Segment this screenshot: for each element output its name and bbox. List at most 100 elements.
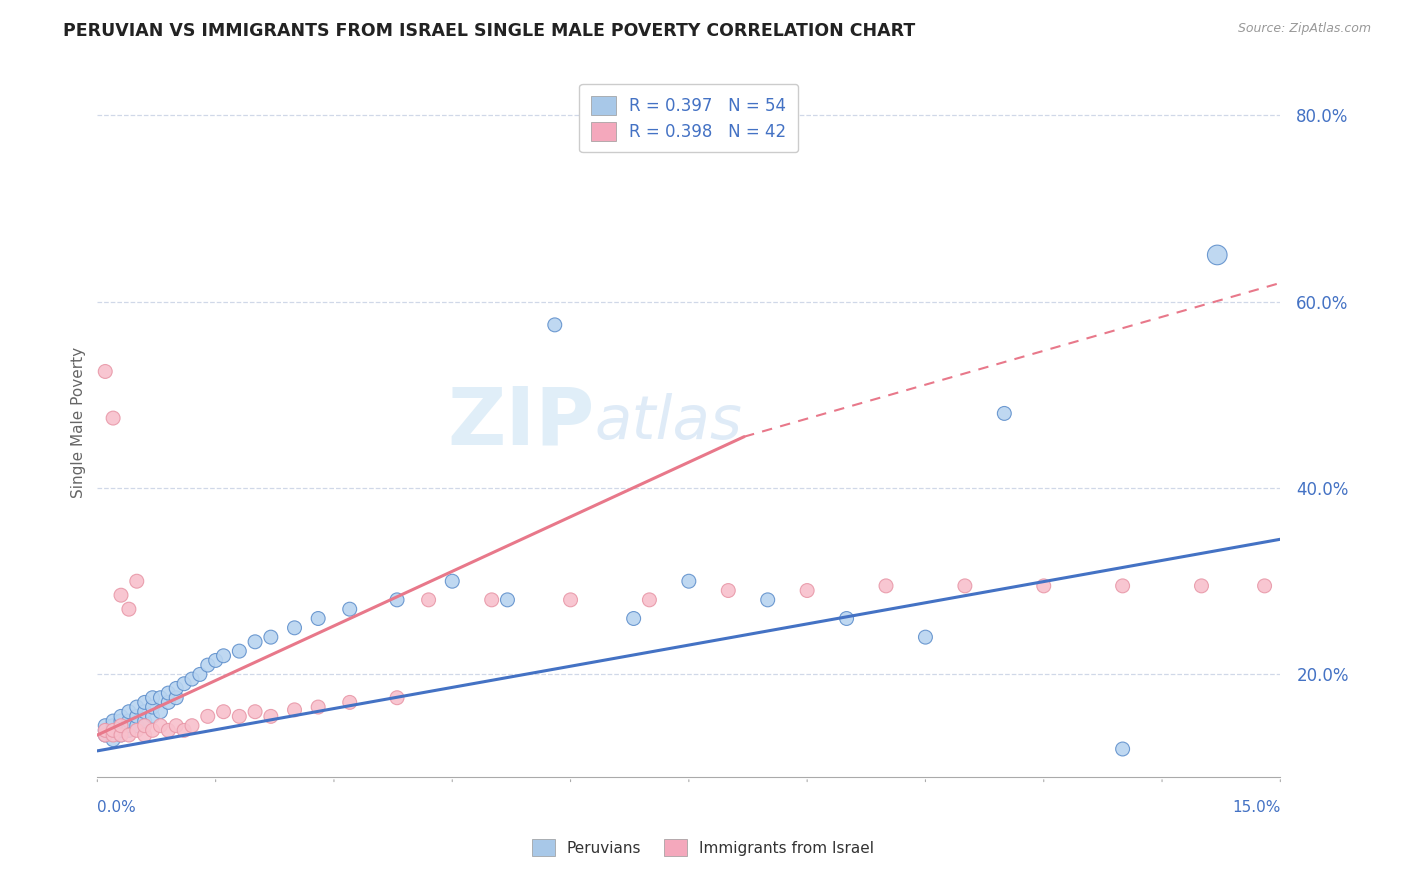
Point bbox=[125, 709, 148, 723]
Text: 0.0%: 0.0% bbox=[97, 800, 136, 815]
Point bbox=[385, 592, 408, 607]
Point bbox=[441, 574, 464, 589]
Point bbox=[94, 719, 117, 733]
Point bbox=[125, 700, 148, 714]
Legend: Peruvians, Immigrants from Israel: Peruvians, Immigrants from Israel bbox=[526, 833, 880, 862]
Point bbox=[101, 732, 124, 747]
Point bbox=[118, 705, 141, 719]
Text: atlas: atlas bbox=[595, 393, 742, 452]
Text: 15.0%: 15.0% bbox=[1232, 800, 1281, 815]
Point bbox=[835, 611, 858, 625]
Point bbox=[101, 714, 124, 728]
Point bbox=[94, 728, 117, 742]
Y-axis label: Single Male Poverty: Single Male Poverty bbox=[72, 347, 86, 499]
Point bbox=[1111, 742, 1133, 756]
Point bbox=[94, 728, 117, 742]
Point bbox=[118, 714, 141, 728]
Point bbox=[875, 579, 897, 593]
Point bbox=[110, 728, 132, 742]
Point bbox=[134, 695, 156, 709]
Point bbox=[339, 602, 361, 616]
Point bbox=[228, 644, 250, 658]
Point bbox=[1032, 579, 1054, 593]
Point bbox=[134, 728, 156, 742]
Point bbox=[418, 592, 440, 607]
Point bbox=[165, 719, 187, 733]
Point bbox=[204, 653, 226, 667]
Point bbox=[94, 364, 117, 378]
Point bbox=[134, 705, 156, 719]
Point bbox=[385, 690, 408, 705]
Point bbox=[212, 648, 235, 663]
Point bbox=[110, 728, 132, 742]
Point bbox=[142, 709, 165, 723]
Point bbox=[243, 705, 266, 719]
Point bbox=[142, 723, 165, 738]
Point bbox=[283, 621, 305, 635]
Point bbox=[307, 700, 329, 714]
Point bbox=[678, 574, 700, 589]
Point bbox=[157, 723, 180, 738]
Point bbox=[118, 719, 141, 733]
Point bbox=[197, 709, 219, 723]
Point bbox=[134, 714, 156, 728]
Point bbox=[544, 318, 567, 332]
Point bbox=[142, 700, 165, 714]
Point bbox=[125, 719, 148, 733]
Point bbox=[173, 723, 195, 738]
Point bbox=[638, 592, 661, 607]
Point bbox=[101, 411, 124, 425]
Point bbox=[1191, 579, 1213, 593]
Point bbox=[212, 705, 235, 719]
Point bbox=[110, 709, 132, 723]
Point bbox=[1253, 579, 1275, 593]
Legend: R = 0.397   N = 54, R = 0.398   N = 42: R = 0.397 N = 54, R = 0.398 N = 42 bbox=[579, 84, 799, 153]
Point bbox=[149, 705, 172, 719]
Point bbox=[94, 723, 117, 738]
Point bbox=[125, 723, 148, 738]
Point bbox=[181, 672, 204, 686]
Point bbox=[165, 690, 187, 705]
Text: PERUVIAN VS IMMIGRANTS FROM ISRAEL SINGLE MALE POVERTY CORRELATION CHART: PERUVIAN VS IMMIGRANTS FROM ISRAEL SINGL… bbox=[63, 22, 915, 40]
Point bbox=[101, 723, 124, 738]
Point bbox=[149, 690, 172, 705]
Text: Source: ZipAtlas.com: Source: ZipAtlas.com bbox=[1237, 22, 1371, 36]
Point bbox=[993, 406, 1015, 420]
Point bbox=[260, 630, 283, 644]
Point bbox=[914, 630, 936, 644]
Point bbox=[756, 592, 779, 607]
Point bbox=[953, 579, 976, 593]
Point bbox=[134, 719, 156, 733]
Point bbox=[623, 611, 645, 625]
Point bbox=[228, 709, 250, 723]
Point bbox=[197, 658, 219, 673]
Point bbox=[243, 635, 266, 649]
Point bbox=[173, 677, 195, 691]
Point bbox=[101, 723, 124, 738]
Point bbox=[307, 611, 329, 625]
Point bbox=[118, 602, 141, 616]
Point bbox=[181, 719, 204, 733]
Point bbox=[496, 592, 519, 607]
Point bbox=[560, 592, 582, 607]
Text: ZIP: ZIP bbox=[447, 384, 595, 462]
Point bbox=[142, 690, 165, 705]
Point bbox=[94, 723, 117, 738]
Point bbox=[157, 695, 180, 709]
Point bbox=[110, 714, 132, 728]
Point bbox=[157, 686, 180, 700]
Point bbox=[110, 723, 132, 738]
Point bbox=[118, 723, 141, 738]
Point bbox=[1111, 579, 1133, 593]
Point bbox=[101, 728, 124, 742]
Point bbox=[165, 681, 187, 696]
Point bbox=[717, 583, 740, 598]
Point bbox=[125, 574, 148, 589]
Point bbox=[149, 719, 172, 733]
Point bbox=[110, 588, 132, 602]
Point bbox=[339, 695, 361, 709]
Point bbox=[118, 728, 141, 742]
Point bbox=[260, 709, 283, 723]
Point bbox=[188, 667, 211, 681]
Point bbox=[101, 719, 124, 733]
